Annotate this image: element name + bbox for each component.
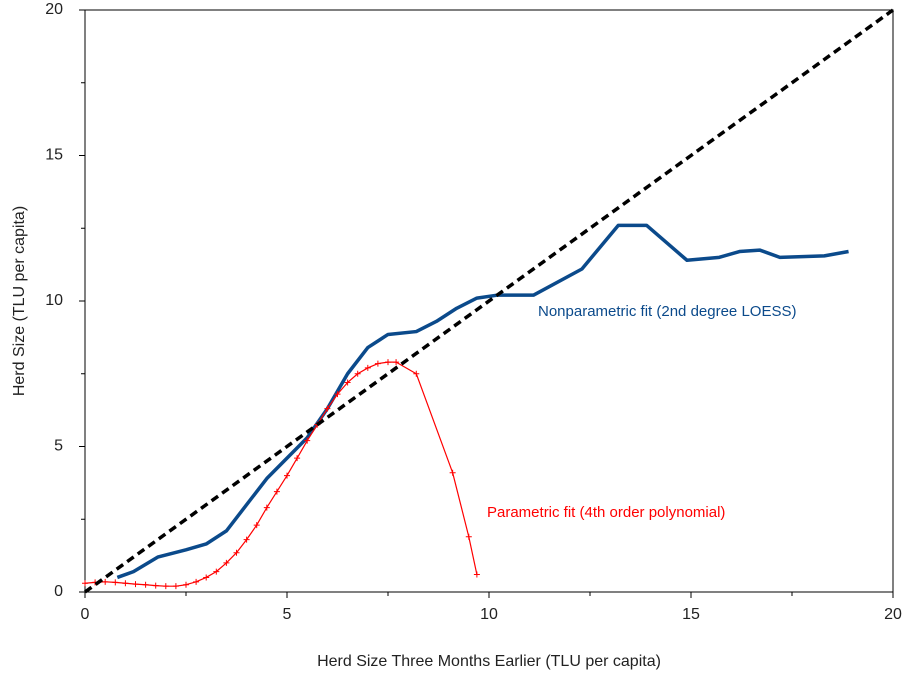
x-tick-label: 20 [884,606,902,623]
series-marker [183,581,189,588]
series-marker [142,581,149,588]
y-tick-label: 0 [54,583,63,600]
series-label: Parametric fit (4th order polynomial) [487,504,725,521]
x-tick-label: 10 [480,606,498,623]
series-marker [374,360,381,367]
series-marker [82,580,88,587]
series-marker [465,533,472,540]
series-marker [253,522,260,529]
series-marker [344,379,351,386]
series-label: Nonparametric fit (2nd degree LOESS) [538,303,796,320]
x-tick-label: 5 [283,606,292,623]
series-marker [449,469,456,476]
series-marker [213,568,220,575]
series-marker [172,583,179,590]
series-marker [132,581,139,588]
series-line [83,8,895,594]
y-tick-label: 20 [45,1,63,18]
series-marker [324,405,331,412]
series-marker [233,549,240,556]
series-marker [273,488,280,495]
series-marker [354,370,361,377]
series-marker [393,359,400,366]
y-tick-label: 15 [45,147,63,164]
y-tick-label: 5 [54,438,63,455]
x-axis-label: Herd Size Three Months Earlier (TLU per … [317,653,661,670]
series-marker [152,582,159,589]
series-marker [122,580,129,587]
series-marker [385,359,391,366]
series-marker [263,504,270,511]
series-marker [334,391,341,398]
series-marker [193,578,200,585]
series-marker [473,571,480,578]
y-axis-label: Herd Size (TLU per capita) [11,206,28,396]
series-marker [413,370,420,377]
series-marker [284,472,290,479]
series-marker [223,559,230,566]
series-marker [162,583,169,590]
y-tick-label: 10 [45,292,63,309]
x-tick-label: 0 [81,606,90,623]
series-marker [304,437,311,444]
series-marker [243,536,250,543]
series-line [116,223,849,580]
x-tick-label: 15 [682,606,700,623]
series-marker [112,579,119,586]
series-marker [102,578,109,585]
series-marker [364,364,371,371]
series-marker [294,455,301,462]
series-marker [203,574,210,581]
series-line [84,361,478,587]
